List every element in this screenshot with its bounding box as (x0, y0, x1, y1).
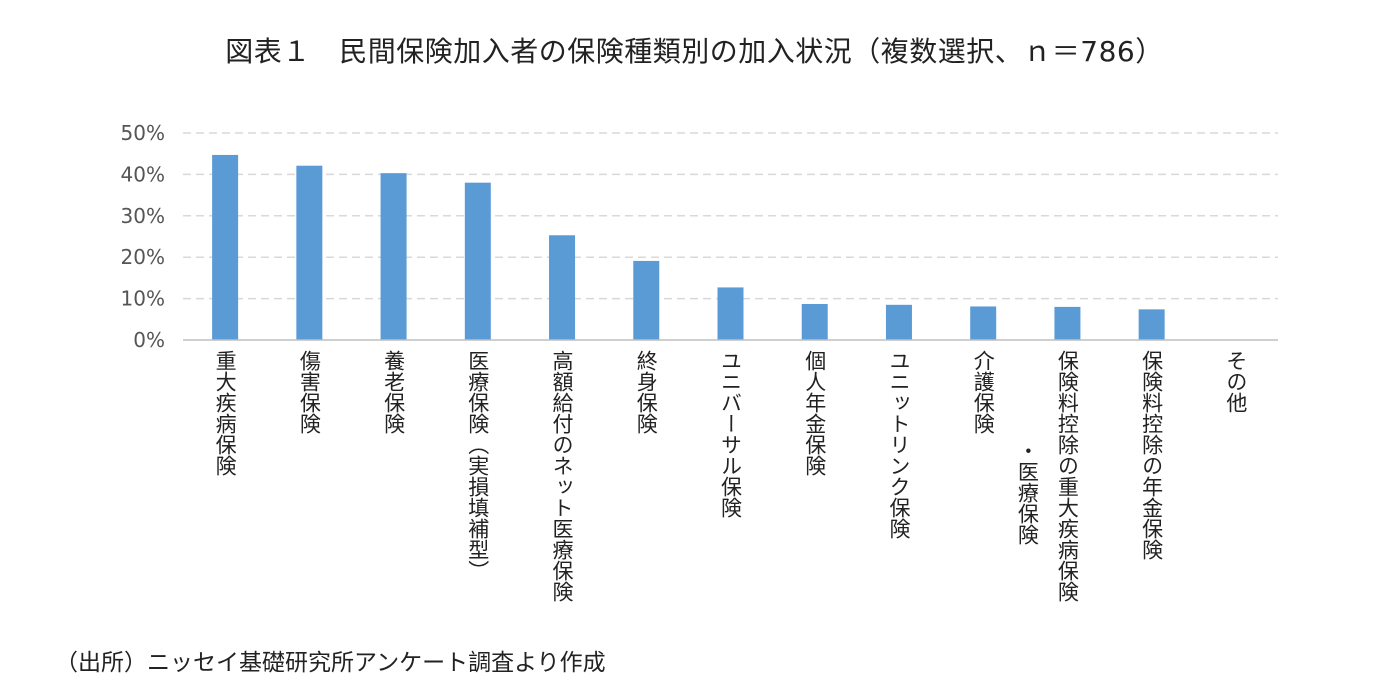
x-category-label: 養老保険 (382, 350, 406, 434)
y-tick-label: 40% (121, 162, 165, 186)
x-category-label: 保険料控除の年金保険 (1140, 350, 1164, 560)
bar (633, 260, 660, 340)
x-category-label: ・医療保険 (1015, 440, 1039, 545)
bar (801, 303, 828, 340)
bar (717, 287, 744, 340)
gridlines (183, 132, 1278, 300)
x-category-label: 高額給付のネット医療保険 (550, 350, 574, 602)
bar (296, 165, 323, 340)
x-category-label: その他 (1224, 350, 1248, 413)
y-axis-tick-labels: 0% 10% 20% 30% 40% 50% (121, 121, 165, 352)
bar (885, 304, 912, 340)
x-category-label: 終身保険 (634, 350, 658, 434)
y-tick-label: 50% (121, 121, 165, 145)
bar (464, 182, 491, 340)
x-category-label: 重大疾病保険 (213, 350, 237, 476)
x-category-label: 介護保険 (971, 350, 995, 434)
x-category-label: 医療保険（実損填補型） (466, 350, 490, 581)
y-tick-label: 0% (133, 328, 165, 352)
y-tick-label: 20% (121, 245, 165, 269)
chart-title: 図表１ 民間保険加入者の保険種類別の加入状況（複数選択、ｎ＝786） (225, 35, 1164, 68)
bars (212, 154, 1165, 340)
bar (1054, 306, 1081, 340)
bar (549, 235, 576, 340)
bar (212, 154, 239, 340)
x-category-label: ユニットリンク保険 (887, 350, 911, 539)
y-tick-label: 10% (121, 287, 165, 311)
bar (1138, 309, 1165, 340)
source-note: （出所）ニッセイ基礎研究所アンケート調査より作成 (55, 650, 606, 676)
bar (380, 173, 407, 340)
x-category-label: 傷害保険 (297, 350, 321, 434)
x-category-label: 保険料控除の重大疾病保険 (1055, 350, 1079, 602)
bar (970, 306, 997, 340)
x-category-label: 個人年金保険 (803, 350, 827, 476)
x-category-label: ユニバーサル保険 (719, 350, 743, 518)
y-tick-label: 30% (121, 204, 165, 228)
x-axis-category-labels: 重大疾病保険 傷害保険 養老保険 医療保険（実損填補型） 高額給付のネット医療保険 終身保… (213, 350, 1248, 602)
